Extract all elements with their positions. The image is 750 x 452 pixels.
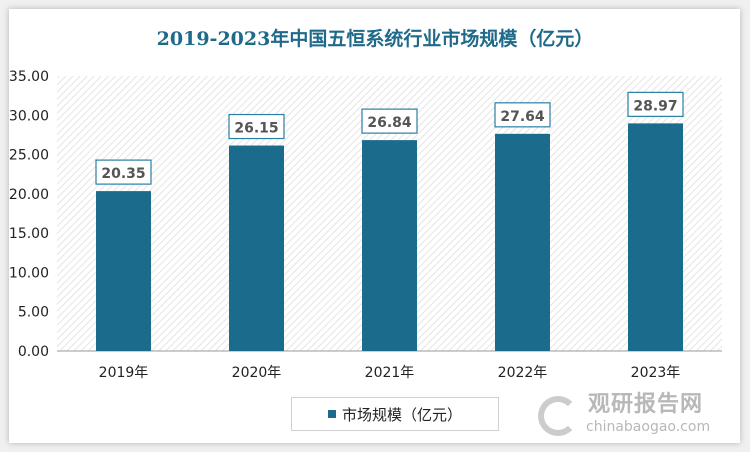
x-tick-label: 2023年 (631, 365, 681, 381)
x-tick-label: 2019年 (99, 365, 149, 381)
data-label: 26.15 (234, 121, 278, 137)
y-tick-label: 20.00 (9, 187, 49, 203)
watermark-cn: 观研报告网 (588, 392, 704, 417)
watermark: 观研报告网 chinabaogao.com (530, 392, 710, 438)
data-label-box (627, 91, 684, 117)
legend-label: 市场规模（亿元） (341, 405, 462, 424)
data-label: 20.35 (101, 166, 145, 182)
data-label-box (228, 113, 285, 140)
legend-swatch (327, 410, 336, 418)
data-label: 27.64 (500, 109, 545, 125)
data-label-box (361, 108, 418, 134)
y-tick-label: 10.00 (9, 265, 49, 281)
logo-icon (538, 396, 578, 436)
x-tick-label: 2021年 (365, 365, 415, 381)
x-tick-label: 2022年 (498, 365, 548, 381)
y-tick-label: 30.00 (9, 108, 49, 124)
y-tick-label: 25.00 (9, 148, 49, 164)
bar (495, 133, 550, 351)
x-tick-label: 2020年 (232, 365, 282, 381)
data-label: 26.84 (367, 115, 412, 131)
watermark-en: chinabaogao.com (586, 419, 711, 435)
y-tick-label: 35.00 (9, 69, 49, 85)
bar (362, 140, 417, 351)
data-label-box (494, 102, 551, 128)
y-tick-label: 0.00 (18, 344, 49, 360)
chart-title: 2019-2023年中国五恒系统行业市场规模（亿元） (156, 28, 594, 50)
bar (96, 191, 151, 351)
legend: 市场规模（亿元） (291, 397, 499, 431)
y-tick-label: 15.00 (9, 226, 49, 242)
y-tick-label: 5.00 (18, 305, 49, 321)
bar (229, 145, 284, 351)
data-label-box (95, 159, 152, 185)
bar (628, 123, 683, 351)
data-label: 28.97 (633, 98, 677, 114)
